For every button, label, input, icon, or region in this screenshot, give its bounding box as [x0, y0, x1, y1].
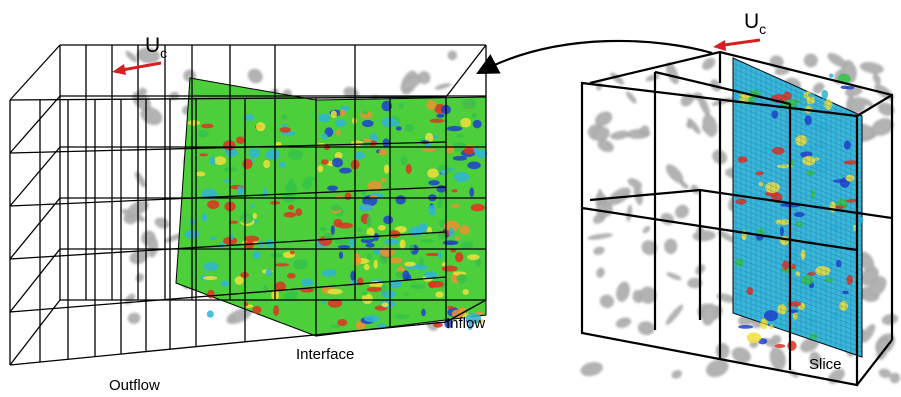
- curved-arrow-icon: [476, 39, 713, 75]
- outflow-label: Outflow: [109, 377, 160, 394]
- outflow-side-colored-plane: [175, 77, 317, 337]
- left-domain: [9, 44, 488, 366]
- left-flow-arrow: [112, 61, 162, 75]
- interface-colored-plane: [315, 96, 488, 337]
- right-flow-arrow: [713, 38, 761, 51]
- uc-label-left: Uc: [145, 34, 167, 61]
- right-slice-plane: [732, 57, 864, 358]
- interface-label: Interface: [296, 346, 354, 363]
- slice-label: Slice: [809, 356, 842, 373]
- left-mesh-grid: [9, 44, 487, 366]
- left-arrow-icon: [112, 64, 126, 75]
- inflow-label: Inflow: [446, 315, 485, 332]
- right-domain: [580, 50, 901, 387]
- uc-label-right: Uc: [744, 10, 766, 37]
- left-arrow-icon: [713, 40, 726, 51]
- right-mesh-grid: [580, 50, 894, 387]
